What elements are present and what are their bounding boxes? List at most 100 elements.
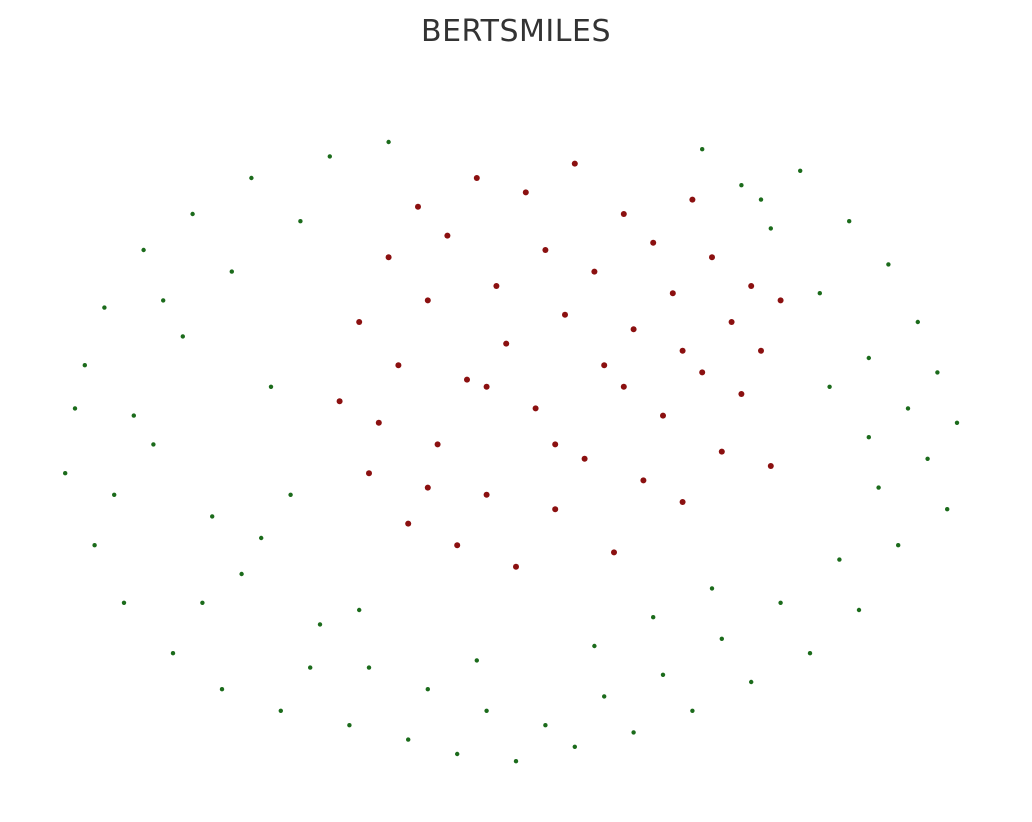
scatter-point: [170, 651, 176, 656]
scatter-point: [347, 723, 352, 728]
scatter-point: [542, 247, 549, 253]
scatter-point: [572, 744, 577, 749]
scatter-point: [121, 600, 127, 605]
scatter-point: [847, 219, 852, 224]
scatter-point: [827, 384, 832, 389]
scatter-point: [386, 139, 391, 145]
scatter-point: [748, 283, 755, 289]
scatter-point: [425, 687, 430, 692]
scatter-point: [72, 406, 78, 411]
scatter-point: [82, 363, 88, 368]
scatter-point: [424, 297, 431, 304]
scatter-point: [728, 319, 735, 325]
scatter-point: [690, 708, 695, 713]
scatter-point: [592, 643, 597, 649]
scatter-point: [395, 362, 402, 369]
scatter-point: [210, 514, 215, 519]
scatter-point: [915, 319, 920, 325]
scatter-point: [866, 435, 871, 440]
scatter-point: [562, 311, 568, 318]
scatter-point: [455, 751, 460, 757]
scatter-point: [896, 543, 901, 548]
scatter-point: [768, 226, 773, 231]
scatter-point: [357, 607, 362, 613]
scatter-point: [190, 211, 195, 217]
scatter-point: [239, 571, 244, 577]
scatter-point: [259, 535, 264, 541]
scatter-point: [268, 384, 274, 389]
scatter-point: [905, 406, 911, 411]
scatter-point: [620, 211, 627, 217]
scatter-point: [444, 232, 451, 239]
scatter-point: [602, 694, 607, 699]
scatter-point: [356, 319, 363, 325]
scatter-point: [807, 651, 813, 656]
scatter-point: [112, 492, 117, 497]
scatter-point: [620, 383, 627, 390]
scatter-point: [660, 412, 666, 419]
scatter-point: [709, 586, 715, 591]
scatter-point: [631, 730, 636, 735]
scatter-point: [651, 615, 656, 620]
scatter-point: [161, 298, 166, 303]
scatter-point: [778, 600, 783, 605]
scatter-point: [366, 665, 372, 670]
scatter-point: [699, 369, 706, 376]
scatter-point: [513, 759, 519, 764]
scatter-point: [640, 477, 647, 484]
scatter-point: [522, 189, 529, 196]
scatter-point: [700, 147, 705, 152]
scatter-point: [945, 507, 950, 512]
scatter-point: [552, 441, 559, 448]
scatter-point: [679, 499, 686, 505]
scatter-point: [308, 665, 313, 670]
scatter-point: [718, 448, 725, 455]
scatter-point: [876, 485, 881, 490]
scatter-point: [739, 183, 744, 188]
scatter-point: [298, 219, 303, 224]
scatter-point: [219, 687, 225, 692]
scatter-point: [375, 419, 382, 426]
scatter-point: [454, 542, 461, 549]
scatter-point: [464, 376, 470, 383]
scatter-point: [709, 254, 715, 261]
scatter-point: [679, 347, 686, 354]
scatter-point: [886, 262, 891, 267]
scatter-point: [630, 326, 637, 333]
scatter-point: [552, 506, 559, 513]
scatter-point: [669, 290, 676, 297]
scatter-point: [571, 160, 578, 167]
scatter-point: [327, 154, 332, 159]
scatter-point: [954, 420, 960, 425]
scatter-point: [758, 347, 764, 354]
chart-title: BERTSMILES: [420, 14, 611, 49]
scatter-point: [483, 383, 490, 390]
scatter-point: [141, 247, 146, 253]
scatter-point: [856, 607, 862, 613]
scatter-point: [837, 557, 842, 562]
scatter-point: [474, 658, 479, 663]
scatter-point: [925, 456, 930, 461]
scatter-point: [749, 679, 754, 685]
scatter-point: [278, 708, 283, 713]
scatter-point: [719, 636, 724, 641]
scatter-point: [660, 672, 666, 677]
scatter-point: [758, 197, 764, 202]
scatter-point: [777, 297, 784, 304]
scatter-point: [738, 391, 745, 397]
scatter-point: [866, 355, 871, 361]
scatter-point: [249, 175, 254, 181]
scatter-point: [513, 563, 519, 570]
scatter-point: [385, 254, 392, 261]
scatter-point: [543, 723, 548, 728]
scatter-point: [405, 520, 412, 527]
scatter-point: [591, 268, 598, 275]
scatter-point: [473, 175, 480, 181]
scatter-point: [767, 463, 774, 469]
scatter-point: [92, 543, 97, 548]
scatter-point: [935, 370, 940, 375]
scatter-point: [336, 398, 343, 405]
scatter-point: [601, 362, 608, 369]
scatter-point: [424, 484, 431, 491]
